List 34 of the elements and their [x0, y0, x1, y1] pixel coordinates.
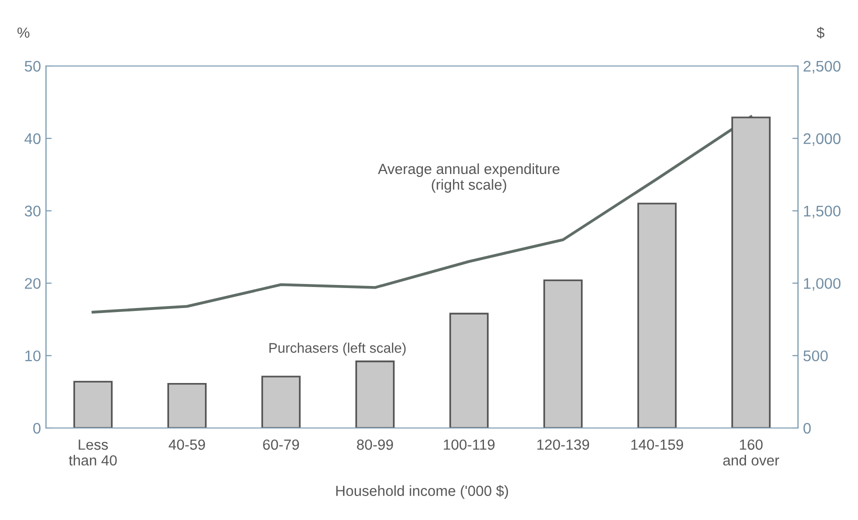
series-label: Purchasers (left scale): [269, 342, 406, 356]
bar: [449, 312, 489, 428]
x-tick-label: Less than 40: [68, 440, 117, 466]
x-tick-label: 60-79: [263, 439, 299, 450]
x-tick-label: 160 and over: [723, 439, 780, 466]
y-axis-title: %: [17, 28, 30, 38]
y2-tick-label: 1,000: [804, 278, 840, 291]
y-tick-label: 50: [24, 60, 41, 72]
bar: [73, 380, 113, 428]
y2-tick-label: 2,000: [804, 133, 840, 146]
y-tick-label: 0: [33, 422, 41, 434]
bar: [731, 116, 771, 428]
y-tick-label: 40: [24, 133, 41, 144]
bar: [167, 383, 207, 428]
line-series: [92, 115, 752, 314]
y-tick-label: 30: [24, 206, 41, 216]
x-tick-label: 40-59: [168, 439, 205, 450]
y2-tick-label: 500: [803, 350, 828, 362]
bar: [637, 202, 677, 428]
bar: [355, 360, 395, 428]
text: Average annual expenditure (right scale): [378, 163, 560, 193]
y2-tick-label: 2,500: [804, 60, 840, 74]
y2-tick-label: 0: [803, 422, 811, 434]
x-tick-label: 120-139: [537, 439, 590, 450]
y2-axis-title: $: [816, 26, 824, 39]
y-tick-label: 20: [24, 278, 41, 289]
y2-tick-label: 1,500: [804, 206, 840, 218]
bar: [543, 279, 583, 428]
x-tick-label: 140-159: [631, 439, 684, 450]
x-axis-title: Household income ('000 $): [336, 485, 508, 499]
x-tick-label: 100-119: [444, 439, 495, 450]
bar: [261, 376, 301, 428]
y-tick-label: 10: [25, 350, 41, 362]
x-tick-label: 80-99: [356, 439, 393, 450]
